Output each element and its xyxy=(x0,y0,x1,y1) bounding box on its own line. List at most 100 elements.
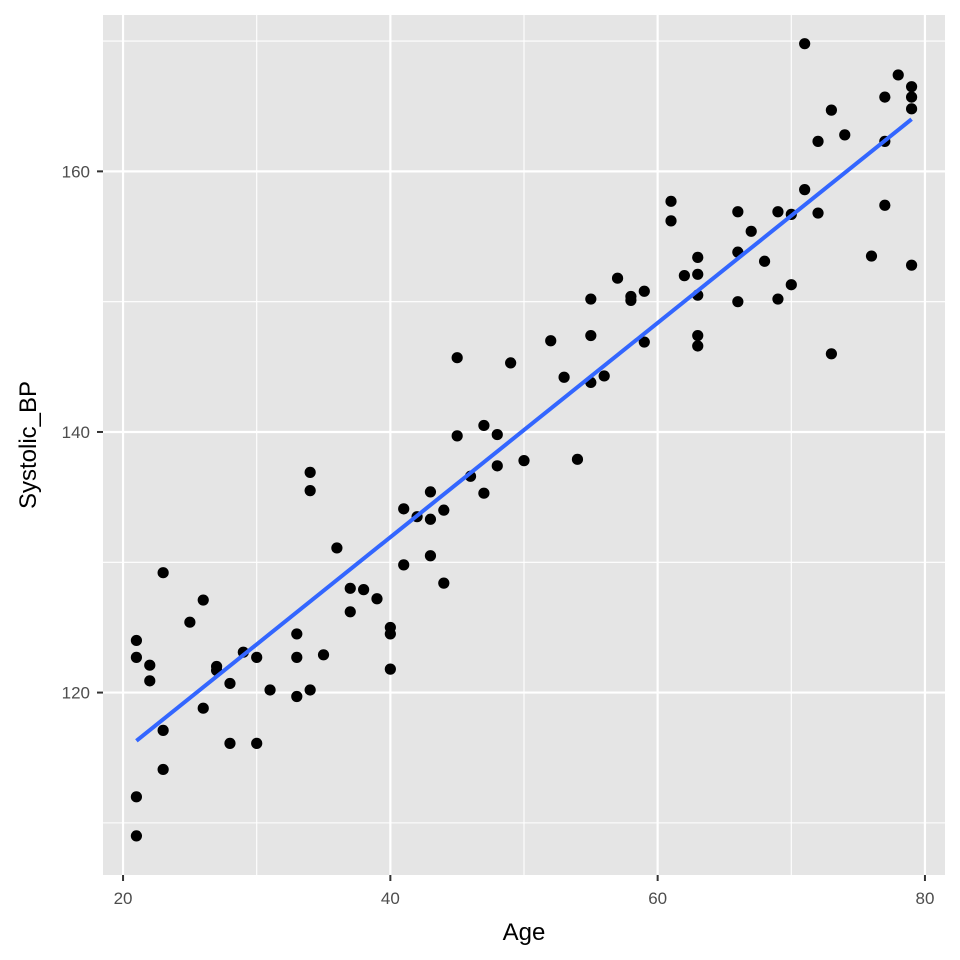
regression-line-group xyxy=(135,117,913,743)
data-point xyxy=(130,651,143,663)
data-point xyxy=(304,466,316,478)
data-point xyxy=(438,504,450,516)
regression-line xyxy=(135,117,913,743)
data-point xyxy=(611,272,624,284)
x-axis-title: Age xyxy=(503,919,546,946)
data-point xyxy=(144,675,156,687)
data-point xyxy=(291,628,303,640)
data-point xyxy=(424,513,437,525)
data-point xyxy=(331,542,343,554)
data-point xyxy=(157,567,169,579)
data-point xyxy=(638,336,650,348)
data-point xyxy=(438,577,450,589)
data-point xyxy=(839,129,851,141)
x-tick-label: 20 xyxy=(114,889,133,908)
data-point xyxy=(585,329,597,342)
data-point xyxy=(130,830,143,842)
data-point xyxy=(692,251,704,263)
data-point xyxy=(772,293,784,305)
data-point xyxy=(264,684,276,696)
data-point xyxy=(692,340,704,352)
data-point xyxy=(598,370,610,382)
major-gridlines xyxy=(103,15,945,875)
data-point xyxy=(224,677,236,690)
data-point xyxy=(344,582,356,594)
data-point xyxy=(478,419,490,432)
data-point xyxy=(130,634,143,647)
data-point xyxy=(491,428,503,441)
data-point xyxy=(251,737,263,749)
data-point xyxy=(905,259,918,271)
data-points xyxy=(130,38,918,842)
data-point xyxy=(491,460,503,472)
data-point xyxy=(157,724,169,736)
data-point xyxy=(144,659,156,671)
y-tick-label: 140 xyxy=(62,423,90,442)
data-point xyxy=(398,559,410,571)
data-point xyxy=(291,690,303,703)
data-point xyxy=(732,296,744,308)
data-point xyxy=(785,279,797,291)
data-point xyxy=(505,357,517,369)
x-tick-label: 60 xyxy=(648,889,667,908)
data-point xyxy=(344,606,356,618)
data-point xyxy=(317,649,330,661)
data-point xyxy=(799,38,811,50)
data-point xyxy=(732,206,744,218)
y-axis-title: Systolic_BP xyxy=(15,381,42,509)
data-point xyxy=(157,763,169,776)
data-point xyxy=(424,486,437,498)
data-point xyxy=(197,594,209,606)
data-point xyxy=(518,455,530,467)
data-point xyxy=(571,453,584,465)
data-point xyxy=(665,215,677,227)
data-point xyxy=(451,430,463,442)
data-point xyxy=(358,584,370,596)
data-point xyxy=(799,184,811,196)
data-point xyxy=(665,195,677,207)
data-point xyxy=(184,616,196,628)
x-tick-label: 80 xyxy=(915,889,934,908)
x-tick-label: 40 xyxy=(381,889,400,908)
data-point xyxy=(304,485,316,497)
y-tick-label: 120 xyxy=(62,684,90,703)
data-point xyxy=(745,225,757,237)
data-point xyxy=(905,91,918,103)
data-point xyxy=(304,684,316,696)
x-axis: 20 40 60 80 xyxy=(114,875,934,908)
data-point xyxy=(865,250,878,262)
data-point xyxy=(625,294,637,306)
data-point xyxy=(905,81,918,93)
data-point xyxy=(384,663,396,675)
data-point xyxy=(812,207,824,219)
data-point xyxy=(825,348,837,360)
data-point xyxy=(424,550,437,562)
data-point xyxy=(197,702,209,714)
data-point xyxy=(812,135,824,147)
data-point xyxy=(892,69,904,81)
data-point xyxy=(130,791,143,803)
data-point xyxy=(585,293,597,305)
data-point xyxy=(545,335,557,347)
data-point xyxy=(905,103,918,115)
data-point xyxy=(692,268,704,280)
data-point xyxy=(879,91,891,103)
data-point xyxy=(384,628,396,640)
data-point xyxy=(224,737,236,749)
data-point xyxy=(678,270,690,282)
data-point xyxy=(371,593,383,605)
data-point xyxy=(692,329,704,342)
data-point xyxy=(825,104,837,116)
data-point xyxy=(251,651,263,663)
data-point xyxy=(291,651,303,663)
data-point xyxy=(758,255,771,267)
y-axis: 120 140 160 xyxy=(62,162,103,703)
data-point xyxy=(638,285,650,297)
y-tick-label: 160 xyxy=(62,162,90,181)
data-point xyxy=(879,199,891,211)
data-point xyxy=(451,352,463,364)
data-point xyxy=(398,503,410,515)
data-point xyxy=(772,206,784,218)
data-point xyxy=(558,371,570,383)
